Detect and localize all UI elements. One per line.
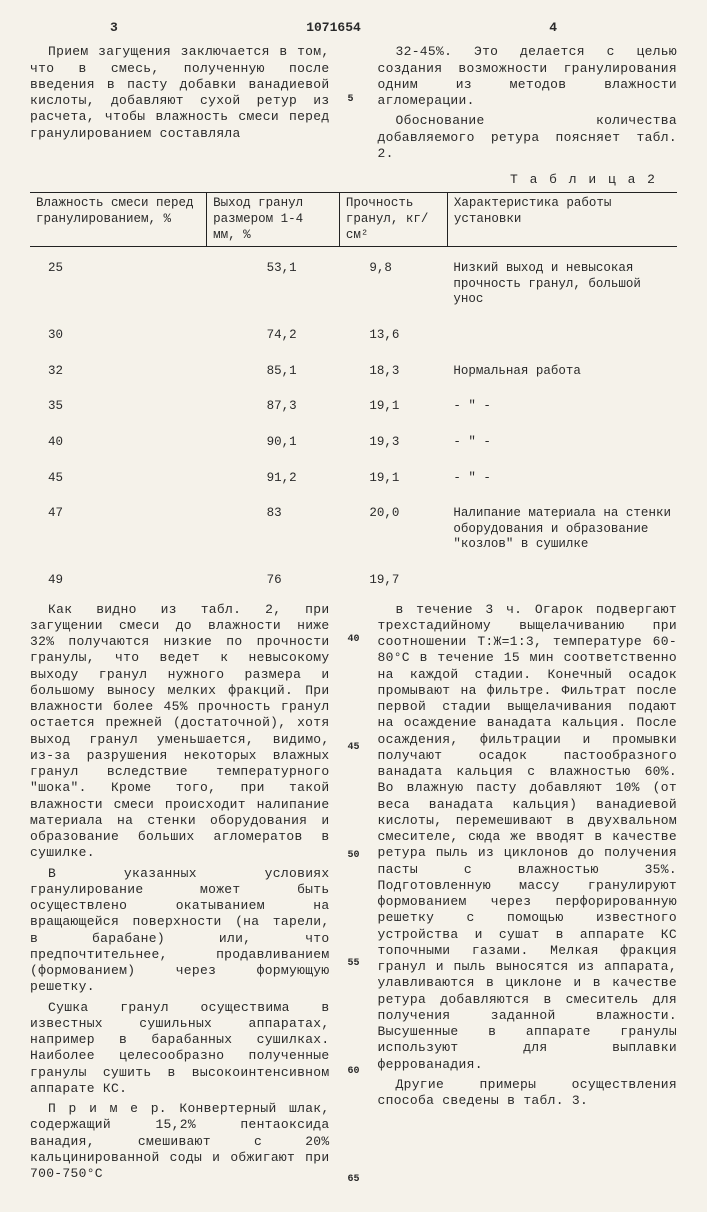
table-cell: 13,6 [339,325,447,347]
table-cell: 90,1 [207,432,340,454]
table-cell: 85,1 [207,361,340,383]
table-cell: - " - [447,396,677,418]
table-row: 478320,0Налипание материала на стенки об… [30,503,677,556]
intro-left-text: Прием загущения заключается в том, что в… [30,44,330,142]
mark-65: 65 [348,1174,360,1187]
body-left-p3: Сушка гранул осуществима в известных суш… [30,1000,330,1098]
intro-block: Прием загущения заключается в том, что в… [30,44,677,166]
table-cell: Нормальная работа [447,361,677,383]
page-header: 3 1071654 4 [30,20,677,36]
table-cell: 76 [207,570,340,592]
table-cell: 83 [207,503,340,556]
table-body: 2553,19,8Низкий выход и невысокая прочно… [30,247,677,592]
table-row: 3074,213,6 [30,325,677,347]
table-cell: 9,8 [339,247,447,311]
table-cell: 35 [30,396,207,418]
table-cell [447,570,677,592]
table-cell: 19,3 [339,432,447,454]
data-table: Влажность смеси перед гранулированием, %… [30,192,677,591]
page-num-right: 4 [549,20,557,36]
mark-45: 45 [348,742,360,755]
body-left: Как видно из табл. 2, при загущении смес… [30,602,330,1187]
th-0: Влажность смеси перед гранулированием, % [30,193,207,247]
body-markers: 40 45 50 55 60 65 [348,602,360,1187]
body-right-p2: Другие примеры осуществления способа све… [378,1077,678,1110]
intro-right: 32-45%. Это делается с целью создания во… [378,44,678,166]
table-row: 3285,118,3Нормальная работа [30,361,677,383]
table-row: 497619,7 [30,570,677,592]
table-cell: 19,7 [339,570,447,592]
body-left-p1: Как видно из табл. 2, при загущении смес… [30,602,330,862]
table-row: 2553,19,8Низкий выход и невысокая прочно… [30,247,677,311]
table-cell [447,325,677,347]
table-cell: - " - [447,432,677,454]
table-row: 3587,319,1- " - [30,396,677,418]
th-1: Выход гранул размером 1-4 мм, % [207,193,340,247]
th-2: Прочность гранул, кг/см² [339,193,447,247]
page-num-left: 3 [110,20,118,36]
table-cell: Налипание материала на стенки оборудован… [447,503,677,556]
table-cell: 30 [30,325,207,347]
table-cell: 91,2 [207,468,340,490]
table-cell: 19,1 [339,468,447,490]
table-cell: 47 [30,503,207,556]
table-header-row: Влажность смеси перед гранулированием, %… [30,193,677,247]
body-left-p4: П р и м е р. Конвертерный шлак, содержащ… [30,1101,330,1182]
th-3: Характеристика работы установки [447,193,677,247]
mark-55: 55 [348,958,360,971]
body-right-p1: в течение 3 ч. Огарок подвергают трехста… [378,602,678,1073]
table-cell: 32 [30,361,207,383]
table-cell: Низкий выход и невысокая прочность грану… [447,247,677,311]
table-cell: 20,0 [339,503,447,556]
table-cell: 45 [30,468,207,490]
mark-60: 60 [348,1066,360,1079]
table-label: Т а б л и ц а 2 [30,172,657,188]
table-cell: - " - [447,468,677,490]
mark-50: 50 [348,850,360,863]
intro-right-text2: Обоснование количества добавляемого рету… [378,113,678,162]
intro-right-text: 32-45%. Это делается с целью создания во… [378,44,678,109]
body-block: Как видно из табл. 2, при загущении смес… [30,602,677,1187]
table-cell: 87,3 [207,396,340,418]
mark-40: 40 [348,634,360,647]
table-row: 4090,119,3- " - [30,432,677,454]
body-right: в течение 3 ч. Огарок подвергают трехста… [378,602,678,1187]
table-cell: 25 [30,247,207,311]
table-cell: 74,2 [207,325,340,347]
table-row: 4591,219,1- " - [30,468,677,490]
line-mark-5: 5 [348,94,360,107]
line-marker-col: 5 [348,44,360,166]
table-cell: 49 [30,570,207,592]
doc-number: 1071654 [118,20,549,36]
body-left-p2: В указанных условиях гранулирование може… [30,866,330,996]
table-cell: 53,1 [207,247,340,311]
intro-left: Прием загущения заключается в том, что в… [30,44,330,166]
table-cell: 18,3 [339,361,447,383]
table-cell: 19,1 [339,396,447,418]
table-cell: 40 [30,432,207,454]
